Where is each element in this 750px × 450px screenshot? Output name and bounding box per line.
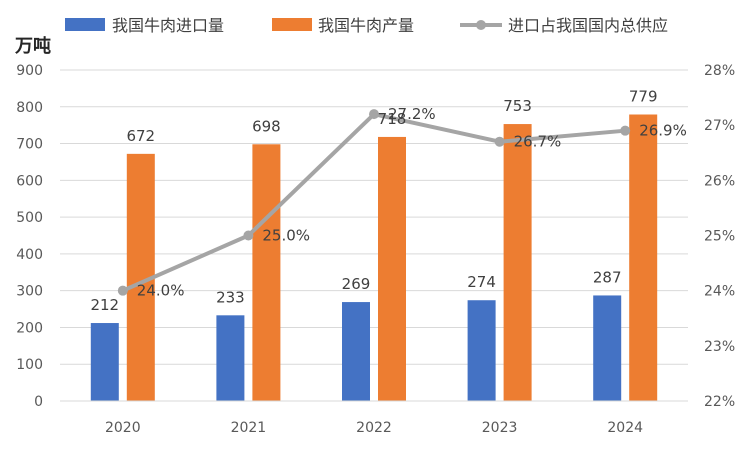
data-labels: 212 233 269 274 287 672 698 718 753 779 24.0% 25.0%… bbox=[90, 88, 686, 315]
bar-import bbox=[467, 300, 496, 401]
bar-value-label: 779 bbox=[629, 88, 658, 106]
share-value-label: 25.0% bbox=[262, 227, 310, 245]
y2-tick-label: 25% bbox=[704, 229, 735, 245]
bar-import bbox=[90, 323, 119, 401]
bar-production bbox=[629, 114, 658, 402]
y2-tick-label: 28% bbox=[704, 63, 735, 79]
x-tick-label: 2020 bbox=[105, 420, 141, 436]
y2-tick-label: 26% bbox=[704, 173, 735, 189]
legend-label-share: 进口占我国国内总供应 bbox=[508, 16, 668, 35]
y-tick-label: 800 bbox=[16, 100, 43, 116]
x-tick-label: 2023 bbox=[482, 420, 518, 436]
x-tick-label: 2022 bbox=[356, 420, 392, 436]
y-tick-label: 400 bbox=[16, 247, 43, 263]
legend-swatch-import bbox=[65, 18, 105, 31]
bar-import bbox=[342, 302, 370, 401]
bar-value-label: 212 bbox=[90, 296, 119, 314]
bar-production bbox=[252, 144, 281, 401]
share-point bbox=[494, 136, 505, 147]
bar-value-label: 698 bbox=[252, 117, 281, 135]
legend-swatch-production bbox=[272, 18, 312, 31]
share-value-label: 27.2% bbox=[388, 105, 436, 123]
share-value-label: 26.7% bbox=[514, 133, 562, 151]
x-tick-label: 2021 bbox=[231, 420, 267, 436]
share-point bbox=[369, 109, 379, 120]
y-tick-label: 900 bbox=[16, 63, 43, 79]
y-tick-label: 700 bbox=[16, 137, 43, 153]
share-point bbox=[117, 285, 128, 296]
axes: 0 100 200 300 400 500 600 700 800 900 22% 23% 24% 25%… bbox=[16, 63, 735, 436]
bar-import bbox=[216, 315, 245, 401]
x-tick-label: 2024 bbox=[607, 420, 643, 436]
share-value-label: 26.9% bbox=[639, 122, 687, 140]
bars bbox=[90, 114, 658, 402]
y-axis-unit-label: 万吨 bbox=[14, 35, 51, 57]
bar-value-label: 274 bbox=[467, 273, 496, 291]
y2-tick-label: 23% bbox=[704, 339, 735, 355]
y2-tick-label: 22% bbox=[704, 394, 735, 410]
y-tick-label: 300 bbox=[16, 284, 43, 300]
share-point bbox=[620, 125, 631, 136]
bar-value-label: 718 bbox=[378, 110, 407, 128]
chart-legend: 我国牛肉进口量 我国牛肉产量 进口占我国国内总供应 bbox=[65, 16, 668, 35]
share-line-series bbox=[117, 109, 631, 296]
gridlines bbox=[60, 69, 688, 365]
bar-value-label: 287 bbox=[593, 268, 622, 286]
bar-value-label: 233 bbox=[216, 288, 245, 306]
share-point bbox=[243, 230, 254, 241]
bar-value-label: 269 bbox=[342, 275, 371, 293]
legend-label-import: 我国牛肉进口量 bbox=[112, 16, 224, 35]
bar-import bbox=[593, 295, 622, 401]
y2-tick-label: 27% bbox=[704, 118, 735, 134]
legend-swatch-share-marker bbox=[476, 20, 486, 30]
bar-value-label: 753 bbox=[503, 97, 532, 115]
y-tick-label: 100 bbox=[16, 357, 43, 373]
y2-tick-label: 24% bbox=[704, 284, 735, 300]
bar-production bbox=[503, 124, 532, 402]
y-tick-label: 500 bbox=[16, 210, 43, 226]
bar-production bbox=[378, 136, 406, 402]
y-tick-label: 600 bbox=[16, 173, 43, 189]
y-tick-label: 200 bbox=[16, 320, 43, 336]
y-tick-label: 0 bbox=[34, 394, 43, 410]
legend-label-production: 我国牛肉产量 bbox=[318, 16, 414, 35]
bar-value-label: 672 bbox=[126, 127, 155, 145]
share-value-label: 24.0% bbox=[137, 282, 185, 300]
